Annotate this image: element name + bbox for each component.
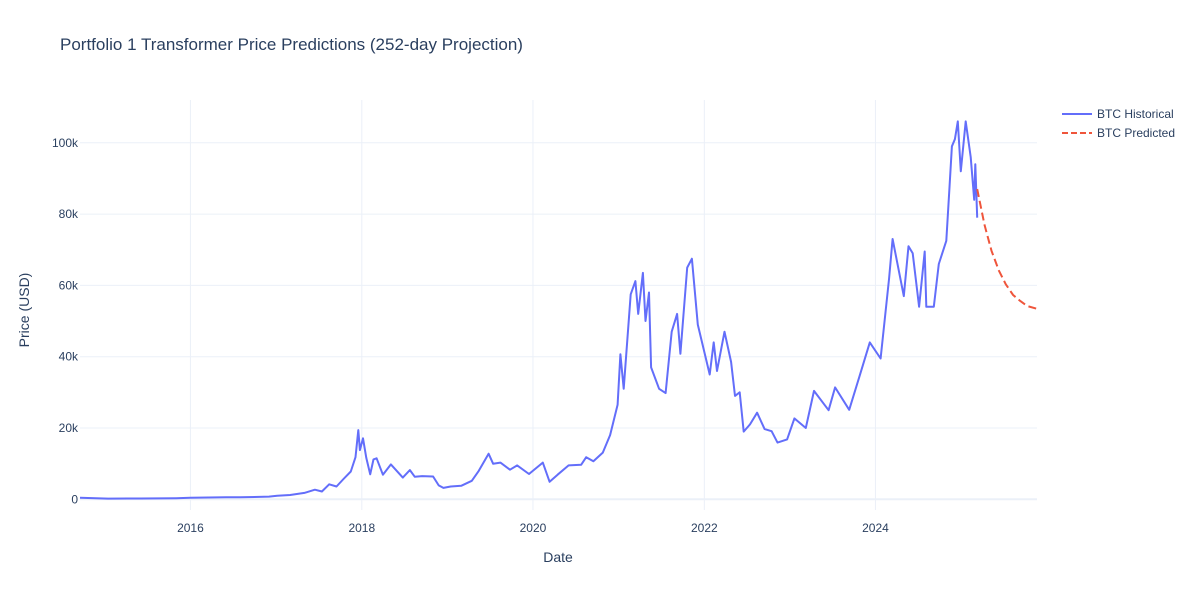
- y-axis-label: Price (USD): [16, 273, 32, 348]
- y-tick-label: 0: [71, 492, 78, 506]
- x-tick-label: 2024: [862, 521, 889, 535]
- y-tick-label: 20k: [59, 421, 79, 435]
- legend-item-historical[interactable]: BTC Historical: [1062, 107, 1174, 121]
- y-gridlines: [80, 142, 1037, 501]
- series-layer: [79, 120, 1037, 500]
- y-tick-labels: 0 20k 40k 60k 80k 100k: [52, 136, 79, 507]
- y-tick-label: 60k: [59, 278, 79, 292]
- y-tick-label: 100k: [52, 136, 79, 150]
- x-tick-label: 2016: [177, 521, 204, 535]
- x-tick-label: 2018: [348, 521, 375, 535]
- legend-label-historical: BTC Historical: [1097, 107, 1174, 121]
- legend-label-predicted: BTC Predicted: [1097, 126, 1175, 140]
- legend-item-predicted[interactable]: BTC Predicted: [1062, 126, 1175, 140]
- y-tick-label: 80k: [59, 207, 79, 221]
- x-tick-label: 2022: [691, 521, 718, 535]
- legend: BTC Historical BTC Predicted: [1062, 107, 1175, 140]
- x-tick-labels: 2016 2018 2020 2022 2024: [177, 521, 889, 535]
- y-tick-label: 40k: [59, 350, 79, 364]
- series-line-historical: [79, 120, 979, 500]
- x-tick-label: 2020: [520, 521, 547, 535]
- x-gridlines: [189, 100, 876, 510]
- x-axis-label: Date: [543, 549, 573, 565]
- chart-title: Portfolio 1 Transformer Price Prediction…: [60, 35, 523, 54]
- series-line-predicted: [976, 188, 1037, 310]
